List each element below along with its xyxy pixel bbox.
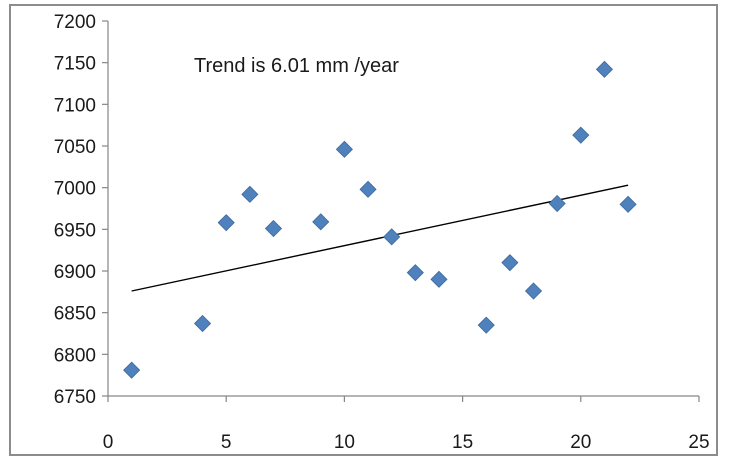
data-point bbox=[572, 126, 590, 144]
y-tick-label: 7050 bbox=[54, 137, 96, 158]
y-tick-label: 7100 bbox=[54, 95, 96, 116]
chart-area bbox=[9, 4, 718, 456]
axes bbox=[102, 20, 700, 402]
y-tick-label: 7150 bbox=[54, 54, 96, 75]
y-tick-label: 6900 bbox=[54, 262, 96, 283]
data-point bbox=[193, 314, 212, 333]
data-point bbox=[501, 254, 519, 272]
data-point bbox=[524, 282, 543, 300]
x-tick-label: 25 bbox=[688, 432, 709, 453]
data-point bbox=[619, 195, 637, 213]
data-point bbox=[241, 185, 259, 203]
data-point bbox=[312, 213, 330, 231]
x-tick-label: 10 bbox=[334, 432, 355, 453]
x-tick-label: 5 bbox=[221, 432, 232, 453]
data-points bbox=[123, 60, 637, 379]
data-point bbox=[595, 60, 614, 78]
trendline bbox=[131, 184, 629, 292]
data-point bbox=[406, 264, 424, 282]
data-point bbox=[430, 270, 448, 288]
data-point bbox=[123, 361, 141, 379]
y-tick-label: 6850 bbox=[54, 304, 96, 325]
y-tick-label: 6750 bbox=[54, 387, 96, 408]
y-tick-label: 6950 bbox=[54, 220, 96, 241]
x-tick-label: 15 bbox=[452, 432, 473, 453]
y-tick-label: 7200 bbox=[54, 12, 96, 33]
data-point bbox=[217, 214, 235, 232]
tick-labels: 6750 6800 6850 6900 6950 7000 7050 7100 7150 7200… bbox=[54, 12, 710, 453]
data-point bbox=[383, 228, 401, 246]
data-point bbox=[264, 219, 283, 238]
data-point bbox=[548, 194, 566, 213]
y-tick-label: 6800 bbox=[54, 345, 96, 366]
x-tick-label: 0 bbox=[103, 432, 114, 453]
data-point bbox=[359, 180, 377, 198]
trend-annotation: Trend is 6.01 mm /year bbox=[194, 55, 399, 77]
y-tick-label: 7000 bbox=[54, 179, 96, 200]
trendline-layer bbox=[131, 184, 629, 292]
x-tick-label: 20 bbox=[570, 432, 591, 453]
data-point bbox=[477, 316, 495, 334]
data-point bbox=[335, 140, 353, 158]
